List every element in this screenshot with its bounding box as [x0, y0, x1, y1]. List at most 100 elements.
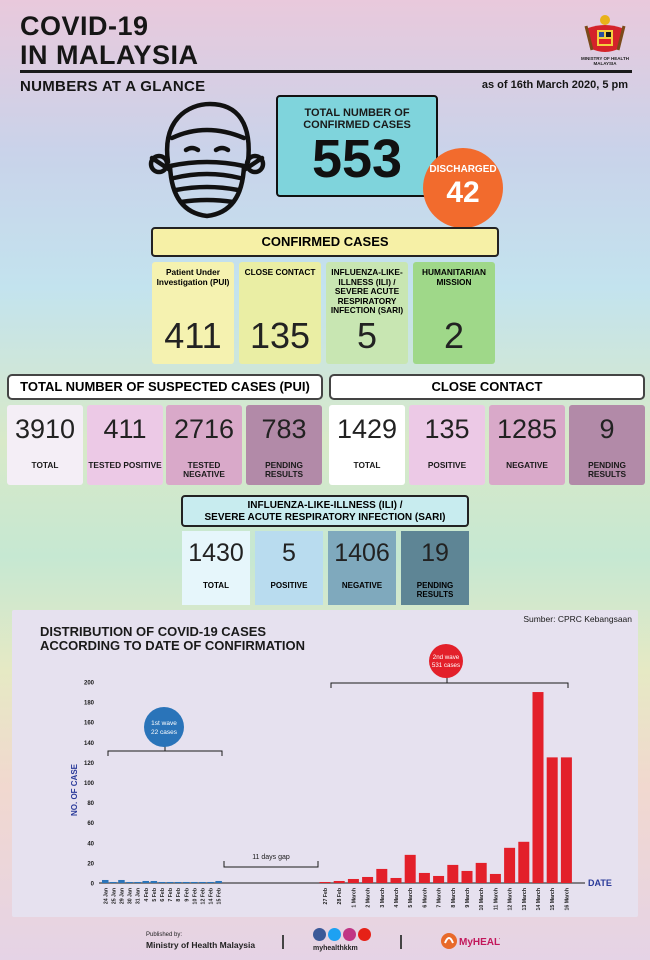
wave1-bar	[126, 881, 133, 883]
y-tick-label: 140	[84, 741, 95, 747]
wave2-x-tick-label: 6 March	[422, 888, 428, 908]
facebook-icon[interactable]	[313, 928, 326, 941]
wave2-x-tick-label: 8 March	[451, 888, 457, 908]
close-contact-stat-label: TOTAL	[353, 460, 381, 470]
discharged-value: 42	[446, 176, 480, 209]
wave2-badge-label: 2nd wave	[433, 654, 460, 661]
y-tick-label: 0	[91, 882, 95, 888]
confirmed-category-value: 411	[164, 315, 222, 356]
y-tick-label: 160	[84, 721, 95, 727]
close-contact-stat-value: 9	[599, 414, 615, 444]
wave2-x-tick-label: 15 March	[550, 888, 556, 911]
wave1-bar	[166, 881, 174, 883]
wave2-x-tick-label: 10 March	[479, 888, 485, 911]
wave2-bar	[319, 881, 331, 883]
gap-label: 11 days gap	[252, 854, 290, 861]
wave2-bar	[447, 864, 459, 883]
wave2-x-tick-label: 5 March	[408, 888, 414, 908]
gap-bracket	[223, 861, 319, 868]
wave1-x-tick-label: 24 Jan	[103, 888, 109, 904]
y-tick-label: 180	[84, 701, 95, 707]
myhealth-logo-text: MyHEALTH	[459, 937, 500, 948]
social-handle: myhealthkkm	[313, 945, 358, 952]
wave2-badge-count: 531 cases	[432, 662, 460, 669]
myhealth-logo-icon: MyHEALTH	[441, 933, 500, 949]
wave2-bar	[433, 875, 445, 883]
suspected-cases-heading: TOTAL NUMBER OF SUSPECTED CASES (PUI)	[7, 374, 323, 400]
wave2-x-tick-label: 9 March	[465, 888, 471, 908]
instagram-icon[interactable]	[343, 928, 356, 941]
title-line-1: COVID-19	[20, 11, 149, 41]
y-tick-label: 120	[84, 761, 95, 767]
page-title: COVID-19 IN MALAYSIA	[20, 12, 199, 70]
y-tick-label: 80	[87, 801, 94, 807]
wave2-bar	[390, 877, 402, 883]
wave1-x-tick-label: 5 Feb	[152, 888, 158, 902]
y-axis-label: NO. OF CASE	[70, 763, 79, 816]
wave2-bar	[518, 841, 530, 883]
ili-heading-line-2: SEVERE ACUTE RESPIRATORY INFECTION (SARI…	[204, 512, 446, 523]
confirmed-cases-heading: CONFIRMED CASES	[151, 227, 499, 257]
wave2-bracket	[330, 682, 569, 688]
wave1-bar	[110, 881, 117, 883]
confirmed-category-value: 5	[356, 315, 378, 356]
wave2-x-tick-label: 3 March	[380, 888, 386, 908]
y-tick-label: 20	[87, 861, 94, 867]
wave2-x-tick-label: 7 March	[437, 888, 443, 908]
wave2-bar	[489, 873, 501, 883]
wave1-bar	[199, 881, 206, 883]
wave1-bar	[134, 881, 141, 883]
suspected-stat-card: 3910 TOTAL	[7, 405, 83, 485]
wave2-x-tick-label: 1 March	[351, 888, 357, 908]
wave2-bar	[404, 854, 416, 883]
total-confirmed-card: TOTAL NUMBER OF CONFIRMED CASES 553	[276, 95, 438, 197]
wave2-bar	[333, 880, 345, 883]
footer-divider-2	[400, 935, 402, 949]
wave2-bar	[504, 847, 516, 883]
close-contact-stat-label: PENDING RESULTS	[587, 460, 627, 479]
subtitle: NUMBERS AT A GLANCE	[20, 78, 206, 95]
ili-stat-value: 1430	[188, 539, 244, 567]
ili-stat-value: 19	[421, 539, 449, 567]
wave1-x-tick-label: 7 Feb	[168, 888, 174, 902]
discharged-label: DISCHARGED	[429, 164, 497, 175]
wave1-badge-label: 1st wave	[151, 720, 177, 727]
wave1-x-tick-label: 25 Jan	[111, 888, 117, 904]
confirmed-category-value: 135	[249, 315, 311, 356]
ili-stat-card: 1430 TOTAL	[182, 531, 250, 605]
suspected-stat-value: 3910	[14, 414, 76, 444]
twitter-icon[interactable]	[328, 928, 341, 941]
wave1-x-tick-label: 14 Feb	[209, 888, 215, 904]
chart-source: Sumber: CPRC Kebangsaan	[523, 614, 632, 624]
wave1-bar	[183, 881, 190, 883]
wave1-bar	[150, 880, 158, 883]
y-tick-label: 100	[84, 781, 95, 787]
chart-title: DISTRIBUTION OF COVID-19 CASES ACCORDING…	[40, 625, 305, 653]
title-line-2: IN MALAYSIA	[20, 40, 199, 70]
as-of-date: as of 16th March 2020, 5 pm	[481, 79, 628, 91]
youtube-icon[interactable]	[358, 928, 371, 941]
wave1-x-tick-label: 10 Feb	[192, 888, 198, 904]
suspected-stat-card: 783 PENDING RESULTS	[246, 405, 322, 485]
ili-stat-card: 19 PENDING RESULTS	[401, 531, 469, 605]
ili-stat-card: 1406 NEGATIVE	[328, 531, 396, 605]
ili-stat-value: 1406	[334, 539, 390, 567]
ili-sari-heading: INFLUENZA-LIKE-ILLNESS (ILI) / SEVERE AC…	[181, 495, 469, 527]
wave2-x-tick-label: 28 Feb	[337, 888, 343, 904]
wave2-x-tick-label: 27 Feb	[323, 888, 329, 904]
wave1-bar	[191, 881, 198, 883]
suspected-stat-value: 783	[261, 414, 307, 444]
suspected-stat-card: 2716 TESTED NEGATIVE	[166, 405, 242, 485]
ministry-name: Ministry of Health Malaysia	[146, 940, 256, 950]
chart-title-line-1: DISTRIBUTION OF COVID-19 CASES	[40, 624, 267, 639]
wave2-bar	[362, 876, 374, 883]
ili-stat-value: 5	[282, 539, 296, 567]
wave2-bar	[347, 878, 359, 883]
y-tick-label: 40	[87, 841, 94, 847]
wave1-x-tick-label: 8 Feb	[176, 888, 182, 902]
suspected-stat-label: TESTED POSITIVE	[88, 460, 162, 470]
wave2-x-tick-label: 2 March	[366, 888, 372, 908]
confirmed-category-card: Patient Under Investigation (PUI) 411	[152, 262, 234, 364]
wave1-bar	[174, 881, 182, 883]
close-contact-heading: CLOSE CONTACT	[329, 374, 645, 400]
